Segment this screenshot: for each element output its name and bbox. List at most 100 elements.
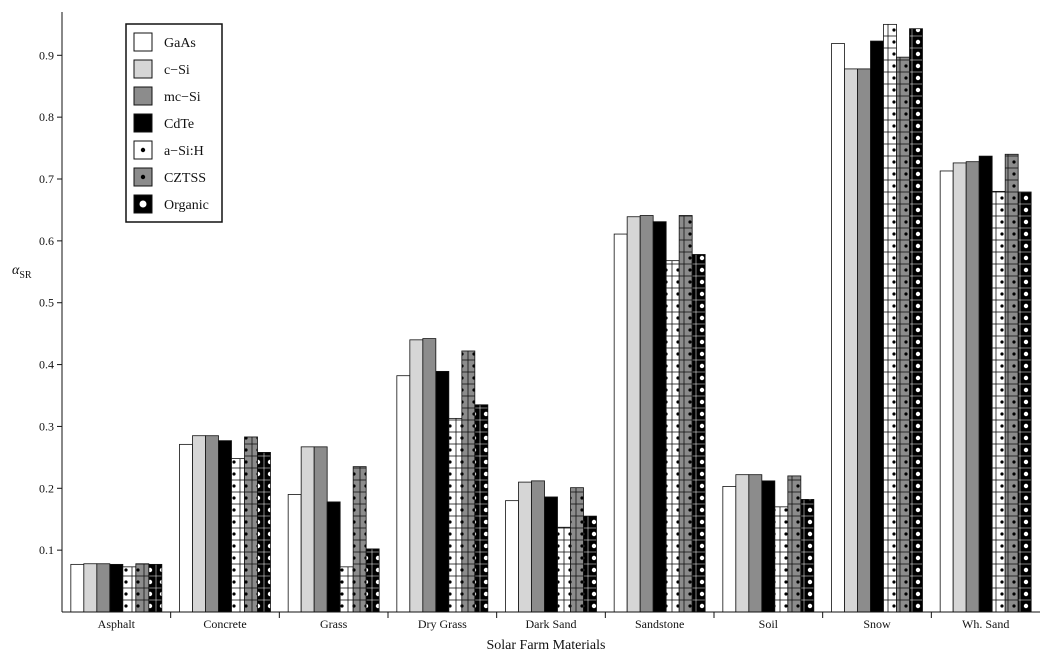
bar-concrete-cdte xyxy=(218,440,232,613)
y-tick-label: 0.9 xyxy=(39,48,54,62)
legend-label-gaas: GaAs xyxy=(164,36,196,51)
bar-concrete-cztss xyxy=(244,436,258,613)
bar-concrete-a-si-h xyxy=(231,458,245,613)
bar-sandstone-gaas xyxy=(613,233,628,613)
bar-asphalt-a-si-h xyxy=(122,566,137,613)
legend-swatch-dot xyxy=(140,174,146,180)
bar-dark-sand-c-si xyxy=(518,481,532,613)
x-category-label-soil: Soil xyxy=(759,617,779,631)
y-tick-label: 0.4 xyxy=(39,358,54,372)
bar-dark-sand-cztss xyxy=(570,487,584,613)
y-axis-title-sub: SR xyxy=(19,270,32,281)
bar-sandstone-mc-si xyxy=(639,215,654,613)
x-category-label-snow: Snow xyxy=(863,617,891,631)
x-category-label-grass: Grass xyxy=(320,617,348,631)
bar-asphalt-mc-si xyxy=(96,563,111,613)
bar-dark-sand-a-si-h xyxy=(557,526,571,613)
bar-dry-grass-a-si-h xyxy=(448,417,463,613)
bar-wh-sand-gaas xyxy=(939,170,954,613)
x-axis-title: Solar Farm Materials xyxy=(487,638,606,653)
bar-dry-grass-cztss xyxy=(461,350,476,613)
bar-dry-grass-gaas xyxy=(396,375,411,613)
legend-label-cztss: CZTSS xyxy=(164,171,206,186)
bar-snow-c-si xyxy=(844,68,858,613)
bar-asphalt-cdte xyxy=(109,563,124,613)
x-category-label-wh-sand: Wh. Sand xyxy=(962,617,1009,631)
bar-wh-sand-c-si xyxy=(952,162,967,613)
bar-soil-gaas xyxy=(722,486,737,613)
y-axis-title: αSR xyxy=(12,263,32,281)
bar-dry-grass-mc-si xyxy=(422,338,437,613)
legend-swatch-c-si xyxy=(133,59,153,79)
bar-snow-cztss xyxy=(896,56,910,613)
bar-snow-organic xyxy=(909,28,923,613)
bar-grass-a-si-h xyxy=(339,566,354,613)
legend-label-mc-si: mc−Si xyxy=(164,90,201,105)
bar-soil-cdte xyxy=(761,480,776,613)
y-tick-label: 0.2 xyxy=(39,481,54,495)
bar-grass-c-si xyxy=(300,446,315,613)
legend-label-a-si-h: a−Si:H xyxy=(164,144,204,159)
bar-snow-mc-si xyxy=(857,68,871,613)
bar-soil-mc-si xyxy=(748,474,763,613)
legend-swatch-gaas xyxy=(133,32,153,52)
bar-grass-organic xyxy=(365,548,380,613)
bar-concrete-mc-si xyxy=(205,435,219,613)
bar-snow-cdte xyxy=(870,40,884,613)
x-category-label-concrete: Concrete xyxy=(203,617,246,631)
legend-swatch-mc-si xyxy=(133,86,153,106)
bar-concrete-organic xyxy=(257,452,271,613)
bar-asphalt-organic xyxy=(148,563,163,613)
y-tick-label: 0.5 xyxy=(39,296,54,310)
bar-sandstone-cdte xyxy=(652,221,667,613)
bar-dark-sand-gaas xyxy=(505,500,519,613)
x-category-label-asphalt: Asphalt xyxy=(98,617,136,631)
legend-swatch-dot xyxy=(139,200,147,208)
bar-wh-sand-cztss xyxy=(1004,153,1019,613)
legend-label-organic: Organic xyxy=(164,198,209,213)
x-category-labels: Asphalt Concrete Grass Dry Grass Dark Sand Sa… xyxy=(98,612,1009,631)
bar-dark-sand-mc-si xyxy=(531,480,545,613)
bar-sandstone-a-si-h xyxy=(665,260,680,613)
bar-soil-organic xyxy=(800,499,815,613)
bar-sandstone-cztss xyxy=(678,215,693,613)
bar-dark-sand-cdte xyxy=(544,496,558,613)
legend-swatch-cdte xyxy=(133,113,153,133)
bar-dry-grass-organic xyxy=(474,404,489,613)
bar-soil-cztss xyxy=(787,475,802,613)
bar-grass-cztss xyxy=(352,466,367,613)
bar-wh-sand-a-si-h xyxy=(991,190,1006,613)
legend-label-c-si: c−Si xyxy=(164,63,190,78)
bar-asphalt-c-si xyxy=(83,563,98,613)
y-ticks: 0.1 0.2 0.3 0.4 0.5 0.6 0.7 0.8 0.9 xyxy=(39,48,62,557)
bar-wh-sand-cdte xyxy=(978,155,993,613)
y-tick-label: 0.7 xyxy=(39,172,54,186)
legend-label-cdte: CdTe xyxy=(164,117,194,132)
y-tick-label: 0.8 xyxy=(39,110,54,124)
x-category-label-dry-grass: Dry Grass xyxy=(418,617,467,631)
bar-grass-mc-si xyxy=(313,446,328,613)
y-axis-title-main: α xyxy=(12,263,20,278)
bar-dry-grass-cdte xyxy=(435,370,450,613)
bar-grass-cdte xyxy=(326,501,341,613)
bar-snow-a-si-h xyxy=(883,23,897,613)
axes-layer xyxy=(61,12,1040,613)
legend-swatch-dot xyxy=(140,147,146,153)
y-tick-label: 0.1 xyxy=(39,543,54,557)
bar-grass-gaas xyxy=(287,494,302,613)
x-category-label-sandstone: Sandstone xyxy=(635,617,684,631)
bar-sandstone-organic xyxy=(691,254,706,613)
bar-dark-sand-organic xyxy=(583,515,597,613)
bar-asphalt-gaas xyxy=(70,563,85,613)
bar-soil-a-si-h xyxy=(774,506,789,613)
bar-wh-sand-organic xyxy=(1017,191,1032,613)
y-tick-label: 0.6 xyxy=(39,234,54,248)
bar-soil-c-si xyxy=(735,474,750,613)
y-tick-label: 0.3 xyxy=(39,419,54,433)
bar-snow-gaas xyxy=(831,43,845,613)
bar-dry-grass-c-si xyxy=(409,339,424,613)
bar-wh-sand-mc-si xyxy=(965,161,980,613)
bar-concrete-gaas xyxy=(179,443,193,613)
bar-sandstone-c-si xyxy=(626,216,641,613)
